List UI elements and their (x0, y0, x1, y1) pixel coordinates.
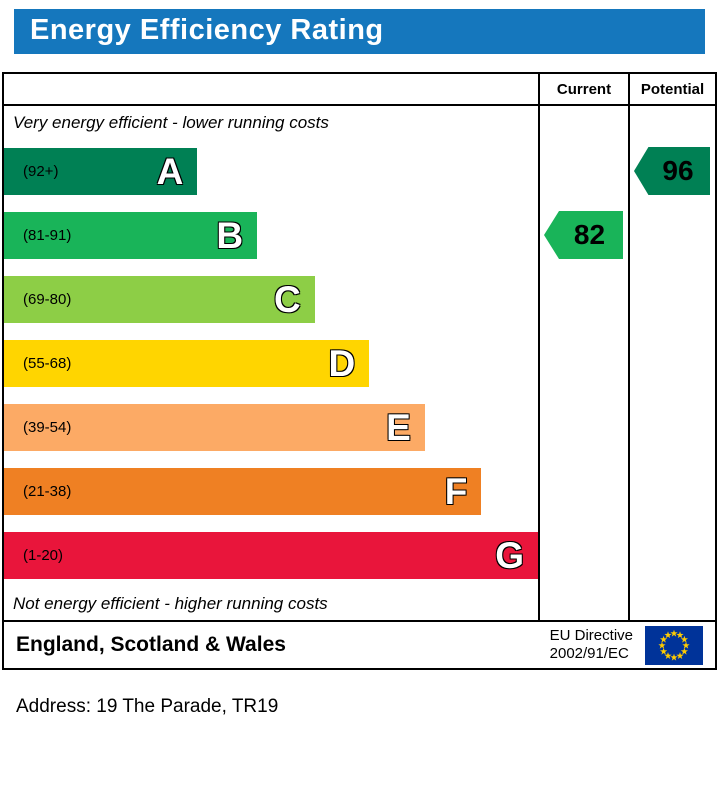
band-bar-a: (92+) A (4, 147, 198, 195)
band-row-f: (21-38) F (4, 459, 538, 523)
eu-flag-icon (645, 625, 703, 665)
band-row-a: (92+) A (4, 139, 538, 203)
band-bar-g: (1-20) G (4, 531, 538, 579)
column-header-current: Current (538, 74, 628, 104)
bands: (92+) A (81-91) B (69-80) C (55-68) D (39-54) E (2… (4, 139, 538, 587)
header-spacer (4, 74, 538, 104)
chart-footer: England, Scotland & Wales EU Directive 2… (4, 620, 715, 668)
column-header-potential: Potential (628, 74, 715, 104)
chart-main: Very energy efficient - lower running co… (4, 106, 715, 620)
energy-rating-chart: Current Potential Very energy efficient … (2, 72, 717, 670)
band-range-label: (55-68) (23, 354, 72, 372)
current-rating-value: 82 (573, 219, 606, 250)
epc-page: Energy Efficiency Rating Current Potenti… (2, 9, 717, 717)
band-letter: F (444, 470, 468, 512)
note-top: Very energy efficient - lower running co… (13, 112, 329, 132)
band-letter: E (386, 406, 411, 448)
band-bar-c: (69-80) C (4, 275, 315, 323)
band-bar-f: (21-38) F (4, 467, 482, 515)
band-row-d: (55-68) D (4, 331, 538, 395)
band-letter: B (216, 214, 244, 256)
note-bottom: Not energy efficient - higher running co… (13, 593, 328, 613)
chart-header: Current Potential (4, 74, 715, 106)
band-row-g: (1-20) G (4, 523, 538, 587)
region-label: England, Scotland & Wales (16, 633, 286, 656)
eu-directive-text: EU Directive 2002/91/EC (550, 627, 645, 663)
band-letter: G (495, 534, 524, 576)
current-column: 82 (538, 106, 628, 620)
address-line: Address: 19 The Parade, TR19 (16, 696, 279, 717)
band-row-e: (39-54) E (4, 395, 538, 459)
band-letter: C (274, 278, 301, 320)
band-range-label: (1-20) (23, 546, 64, 564)
band-letter: D (328, 342, 356, 384)
eu-directive-line1: EU Directive (549, 627, 633, 644)
eu-directive-line2: 2002/91/EC (549, 645, 629, 662)
band-range-label: (39-54) (23, 418, 72, 436)
page-title: Energy Efficiency Rating (14, 9, 705, 54)
band-range-label: (81-91) (23, 226, 72, 244)
band-letter: A (156, 150, 184, 192)
band-bar-e: (39-54) E (4, 403, 425, 451)
band-bar-b: (81-91) B (4, 211, 258, 259)
band-range-label: (21-38) (23, 482, 72, 500)
potential-rating-value: 96 (662, 155, 694, 186)
potential-rating-arrow: 96 (634, 147, 710, 195)
band-range-label: (69-80) (23, 290, 72, 308)
band-row-c: (69-80) C (4, 267, 538, 331)
band-row-b: (81-91) B (4, 203, 538, 267)
potential-column: 96 (628, 106, 715, 620)
band-bar-d: (55-68) D (4, 339, 370, 387)
bands-column: Very energy efficient - lower running co… (4, 106, 538, 620)
current-rating-arrow: 82 (544, 211, 623, 259)
band-range-label: (92+) (23, 162, 59, 180)
